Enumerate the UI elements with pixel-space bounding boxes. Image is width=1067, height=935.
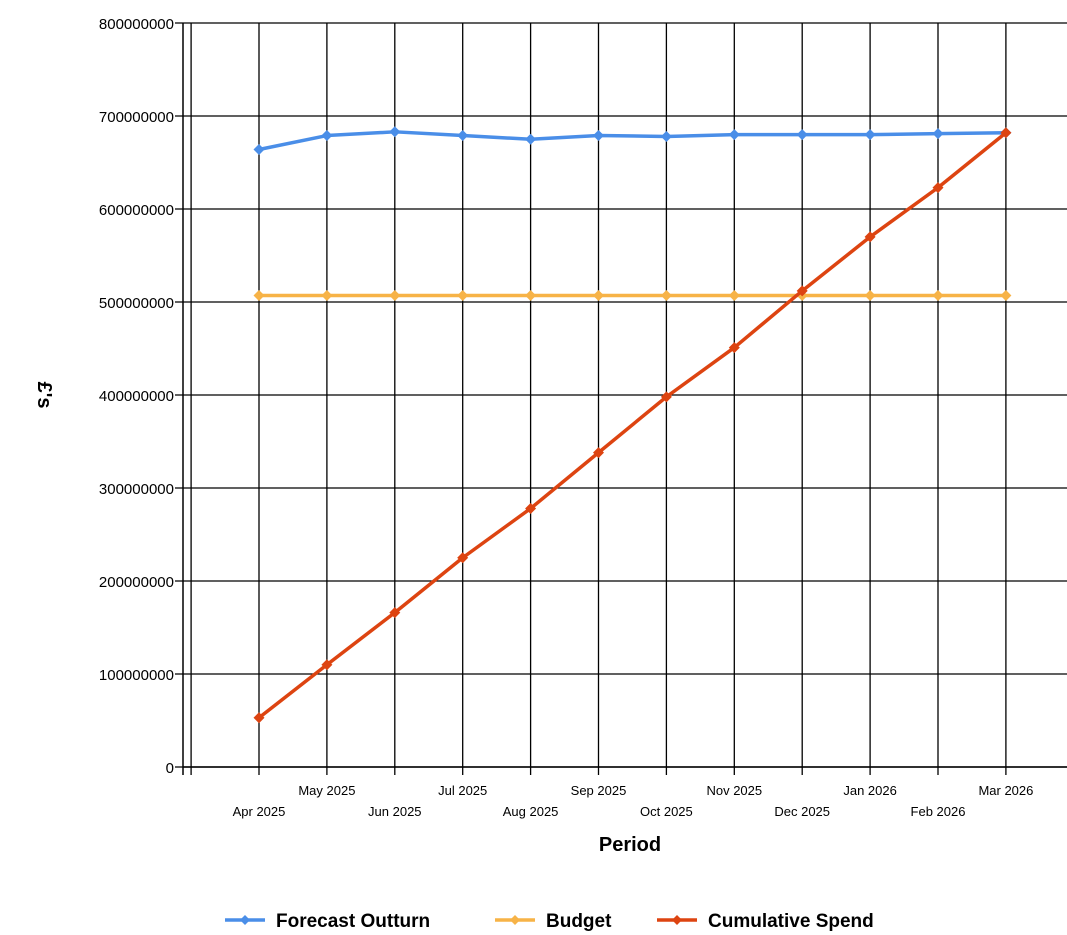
data-point bbox=[1000, 127, 1012, 139]
legend-item: Forecast Outturn bbox=[225, 911, 430, 932]
data-point bbox=[525, 133, 537, 145]
axes bbox=[182, 23, 1067, 775]
series-cumulative-spend bbox=[253, 127, 1012, 724]
y-tick-label: 300000000 bbox=[99, 481, 174, 498]
series-forecast-outturn bbox=[253, 126, 1012, 155]
data-point bbox=[796, 129, 808, 141]
data-point bbox=[321, 289, 333, 301]
series-budget bbox=[253, 289, 1012, 301]
data-point bbox=[253, 143, 265, 155]
y-tick-label: 0 bbox=[166, 760, 174, 777]
y-tick-labels: 0 100000000 200000000 300000000 400000000 500… bbox=[99, 16, 174, 777]
y-tick-label: 800000000 bbox=[99, 16, 174, 33]
data-point bbox=[728, 289, 740, 301]
data-point bbox=[389, 289, 401, 301]
x-tick-label: Sep 2025 bbox=[571, 783, 627, 798]
data-point bbox=[864, 231, 876, 243]
legend-item: Cumulative Spend bbox=[657, 911, 874, 932]
y-tick-label: 100000000 bbox=[99, 667, 174, 684]
data-point bbox=[932, 128, 944, 140]
series-lines bbox=[253, 126, 1012, 724]
data-point bbox=[253, 289, 265, 301]
y-tick-label: 700000000 bbox=[99, 109, 174, 126]
data-point bbox=[321, 659, 333, 671]
data-point bbox=[321, 130, 333, 142]
legend-label: Forecast Outturn bbox=[276, 911, 430, 932]
data-point bbox=[1000, 289, 1012, 301]
legend-item: Budget bbox=[495, 911, 612, 932]
x-axis-title: Period bbox=[599, 834, 661, 856]
series-line bbox=[258, 130, 1006, 152]
x-tick-label: Nov 2025 bbox=[706, 783, 762, 798]
y-tick-label: 500000000 bbox=[99, 295, 174, 312]
data-point bbox=[864, 289, 876, 301]
x-tick-label: Jan 2026 bbox=[843, 783, 897, 798]
data-point bbox=[864, 129, 876, 141]
x-tick-label: Jun 2025 bbox=[368, 804, 422, 819]
data-point bbox=[932, 182, 944, 194]
data-point bbox=[796, 285, 808, 297]
data-point bbox=[660, 391, 672, 403]
y-axis-title: £'s bbox=[33, 381, 55, 408]
data-point bbox=[932, 289, 944, 301]
y-tick-label: 200000000 bbox=[99, 574, 174, 591]
x-tick-label: May 2025 bbox=[298, 783, 355, 798]
data-point bbox=[660, 130, 672, 142]
data-point bbox=[457, 552, 469, 564]
data-point bbox=[525, 502, 537, 514]
data-point bbox=[728, 342, 740, 354]
data-point bbox=[593, 447, 604, 459]
legend-marker bbox=[240, 915, 250, 925]
x-tick-label: Apr 2025 bbox=[233, 804, 286, 819]
x-tick-label: Dec 2025 bbox=[774, 804, 830, 819]
y-tick-label: 600000000 bbox=[99, 202, 174, 219]
x-tick-label: Mar 2026 bbox=[978, 783, 1033, 798]
x-tick-label: Aug 2025 bbox=[503, 804, 559, 819]
data-point bbox=[593, 289, 604, 301]
data-point bbox=[457, 289, 469, 301]
data-point bbox=[389, 607, 401, 619]
legend-marker bbox=[672, 915, 682, 925]
x-tick-label: Jul 2025 bbox=[438, 783, 487, 798]
y-tick-label: 400000000 bbox=[99, 388, 174, 405]
data-point bbox=[660, 289, 672, 301]
legend-marker bbox=[510, 915, 520, 925]
data-point bbox=[593, 130, 604, 142]
x-tick-label: Oct 2025 bbox=[640, 804, 693, 819]
x-tick-labels: Apr 2025 May 2025 Jun 2025 Jul 2025 Aug 2025… bbox=[233, 783, 1034, 819]
legend: Forecast Outturn Budget Cumulative Spend bbox=[225, 911, 874, 932]
data-point bbox=[457, 130, 469, 142]
data-point bbox=[525, 289, 537, 301]
data-point bbox=[728, 129, 740, 141]
legend-label: Budget bbox=[546, 911, 612, 932]
legend-label: Cumulative Spend bbox=[708, 911, 874, 932]
series-line bbox=[257, 131, 1007, 720]
data-point bbox=[253, 712, 265, 724]
x-tick-label: Feb 2026 bbox=[911, 804, 966, 819]
data-point bbox=[389, 126, 401, 138]
